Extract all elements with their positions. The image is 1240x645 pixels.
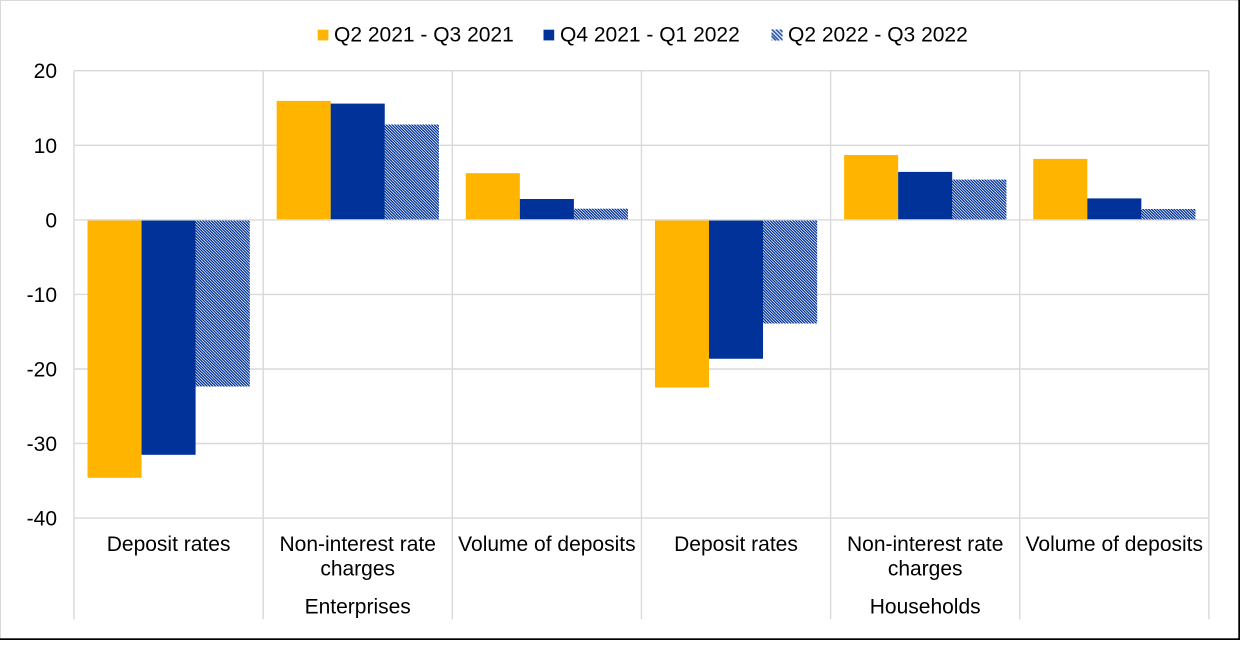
svg-text:20: 20 bbox=[34, 60, 57, 83]
svg-text:-40: -40 bbox=[27, 508, 57, 531]
svg-text:10: 10 bbox=[34, 135, 57, 158]
svg-text:Households: Households bbox=[870, 596, 981, 619]
svg-text:Q2 2021 - Q3 2021: Q2 2021 - Q3 2021 bbox=[334, 24, 514, 47]
svg-text:Enterprises: Enterprises bbox=[305, 596, 411, 619]
svg-text:-30: -30 bbox=[27, 433, 57, 456]
svg-text:Volume of deposits: Volume of deposits bbox=[1026, 533, 1203, 556]
svg-text:-10: -10 bbox=[27, 284, 57, 307]
svg-text:Q4 2021 - Q1 2022: Q4 2021 - Q1 2022 bbox=[560, 24, 740, 47]
svg-text:Q2 2022 - Q3 2022: Q2 2022 - Q3 2022 bbox=[788, 24, 968, 47]
svg-text:Deposit rates: Deposit rates bbox=[674, 533, 798, 556]
svg-text:Deposit rates: Deposit rates bbox=[107, 533, 231, 556]
svg-text:-20: -20 bbox=[27, 359, 57, 382]
svg-text:Volume of deposits: Volume of deposits bbox=[458, 533, 635, 556]
svg-text:Non-interest rate: Non-interest rate bbox=[279, 533, 435, 556]
svg-text:0: 0 bbox=[45, 209, 57, 232]
svg-text:Non-interest rate: Non-interest rate bbox=[847, 533, 1003, 556]
svg-text:charges: charges bbox=[320, 558, 395, 581]
svg-text:charges: charges bbox=[888, 558, 963, 581]
